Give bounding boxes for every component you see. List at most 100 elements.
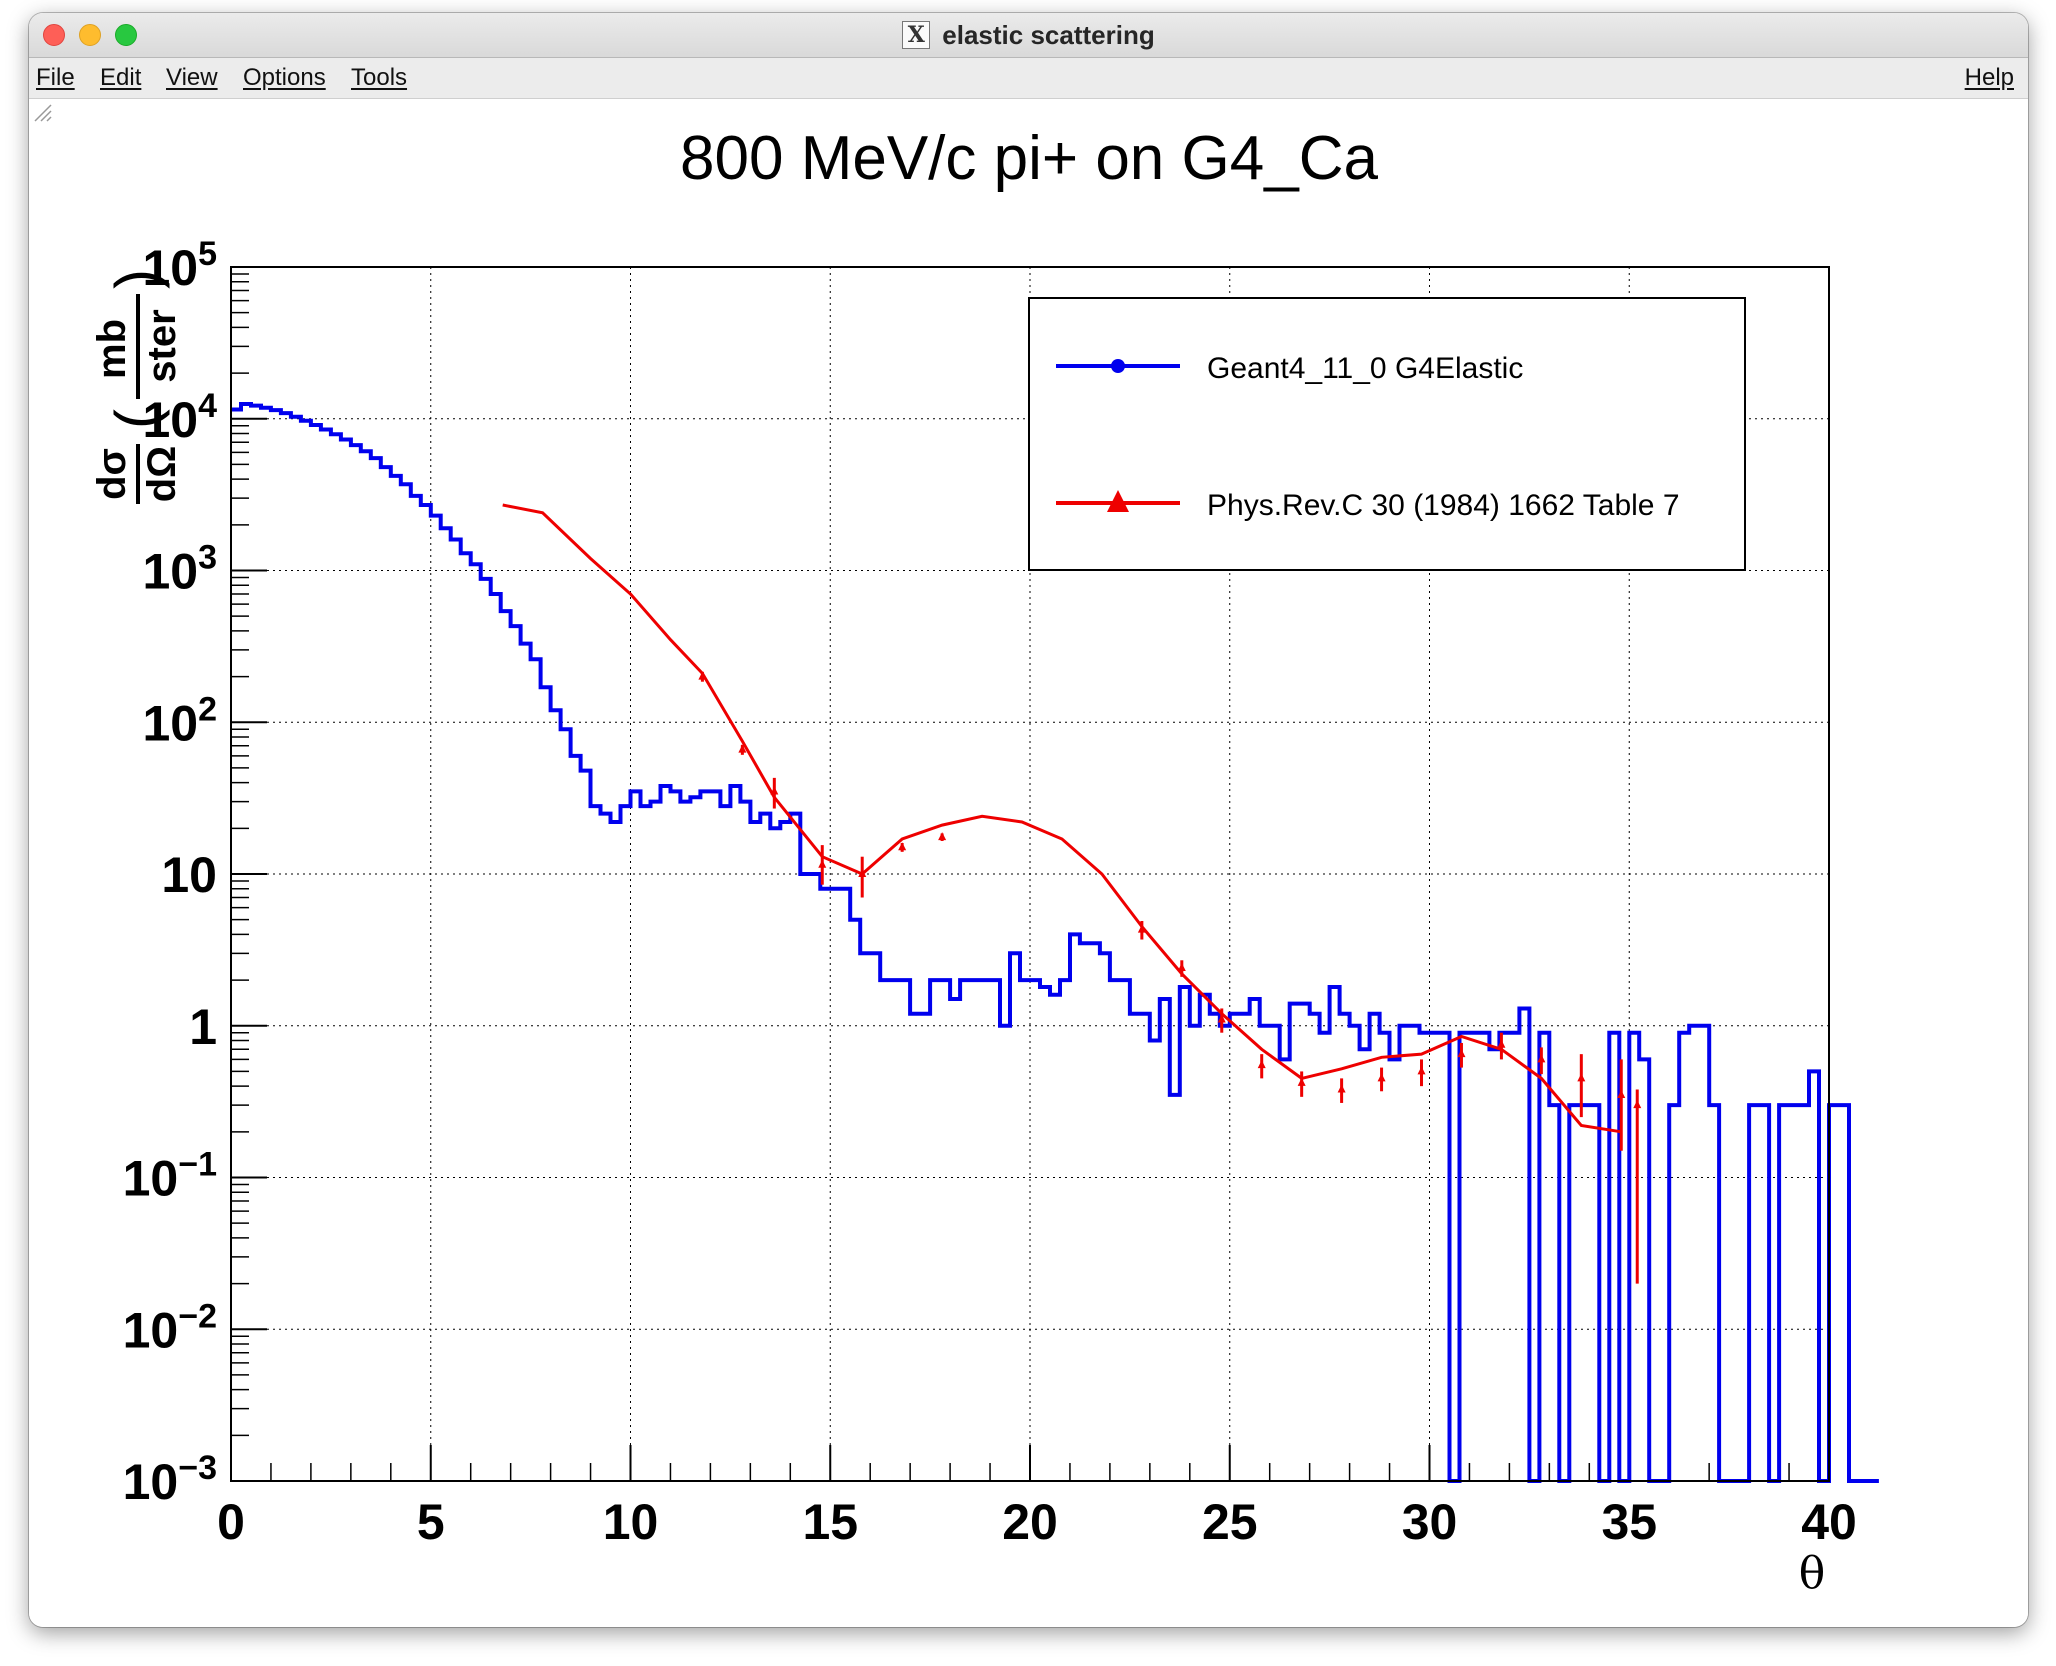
y-title-paren-close: ) (103, 269, 170, 289)
data-marker (1137, 924, 1146, 933)
window-title: elastic scattering (942, 19, 1155, 50)
data-marker (1497, 1039, 1506, 1048)
data-marker (1457, 1049, 1466, 1058)
x-tick-label: 20 (1002, 1494, 1058, 1550)
root-window: X elastic scattering File Edit View Opti… (29, 13, 2028, 1627)
data-marker (1257, 1060, 1266, 1069)
data-point (818, 845, 827, 885)
x-tick-label: 25 (1202, 1494, 1258, 1550)
y-tick-exponent: −3 (178, 1449, 217, 1487)
chart-svg: 0 5 10 15 20 25 30 35 4010−310−210−1110102103104… (90, 124, 1879, 1599)
plot-canvas[interactable]: 0 5 10 15 20 25 30 35 40 10−3 10−2 10−1 1 10 102 103 104… (29, 99, 2028, 1627)
legend-label-data: Phys.Rev.C 30 (1984) 1662 Table 7 (1207, 489, 1680, 522)
data-marker (938, 832, 947, 841)
y-tick-label: 1 (189, 999, 217, 1055)
y-tick-exponent: −1 (178, 1146, 217, 1184)
data-point (1177, 960, 1186, 977)
series-g4-histogram (231, 402, 1879, 1483)
y-axis-title: dσ dΩ ( mb ster ) (90, 269, 184, 504)
data-marker (1537, 1054, 1546, 1063)
data-marker (1417, 1066, 1426, 1075)
plot-frame (230, 266, 1830, 1482)
data-marker (1617, 1089, 1626, 1098)
y-tick-label: 10 (161, 847, 217, 903)
data-point (938, 832, 947, 841)
x-tick-label: 0 (217, 1494, 245, 1550)
menu-options[interactable]: Options (243, 64, 326, 91)
data-marker (1217, 1014, 1226, 1023)
y-tick-exponent: 4 (198, 387, 217, 425)
y-title-numerator-right: mb (90, 319, 134, 379)
menu-view[interactable]: View (166, 64, 218, 91)
y-tick-base: 10 (142, 392, 198, 448)
y-tick-label: 10−1 (123, 1146, 217, 1207)
minimize-window-button[interactable] (79, 24, 101, 46)
series-layer (231, 402, 1879, 1483)
menu-help[interactable]: Help (1964, 64, 2014, 91)
y-tick-label: 104 (142, 387, 217, 448)
y-title-numerator-left: dσ (90, 448, 134, 500)
legend-marker-g4 (1111, 359, 1125, 373)
chart-title: 800 MeV/c pi+ on G4_Ca (680, 124, 1378, 193)
data-point (1633, 1089, 1642, 1284)
data-point (1617, 1059, 1626, 1151)
legend-box (1028, 297, 1746, 571)
legend-marker-data (1107, 490, 1129, 512)
y-title-denominator-right: ster (140, 309, 184, 382)
y-tick-exponent: 3 (198, 539, 217, 577)
data-marker (738, 744, 747, 753)
data-point (1577, 1054, 1586, 1118)
y-tick-base: 10 (142, 544, 198, 600)
data-marker (1177, 963, 1186, 972)
data-marker (770, 786, 779, 795)
data-marker (1633, 1100, 1642, 1109)
legend: Geant4_11_0 G4Elastic Phys.Rev.C 30 (198… (1028, 297, 1746, 571)
axis-labels: 0 5 10 15 20 25 30 35 4010−310−210−1110102103104… (123, 235, 1857, 1550)
resize-grip-icon[interactable] (29, 99, 53, 123)
x-tick-label: 35 (1601, 1494, 1657, 1550)
y-tick-base: 10 (123, 1302, 179, 1358)
data-point (1537, 1047, 1546, 1075)
menu-bar: File Edit View Options Tools Help (29, 58, 2028, 99)
y-tick-label: 10−2 (123, 1297, 217, 1358)
x-tick-label: 10 (603, 1494, 659, 1550)
x-tick-label: 15 (802, 1494, 858, 1550)
data-marker (1297, 1077, 1306, 1086)
data-marker (898, 842, 907, 851)
x-tick-label: 40 (1801, 1494, 1857, 1550)
y-tick-base: 1 (189, 999, 217, 1055)
maximize-window-button[interactable] (115, 24, 137, 46)
menu-tools[interactable]: Tools (351, 64, 408, 91)
close-window-button[interactable] (43, 24, 65, 46)
data-marker (818, 859, 827, 868)
y-tick-base: 10 (142, 695, 198, 751)
data-point (1417, 1059, 1426, 1087)
data-point (770, 777, 779, 809)
window-title-area: X elastic scattering (29, 13, 2028, 57)
series-data-curve (502, 503, 1622, 1134)
data-point (698, 671, 707, 682)
data-point (1137, 921, 1146, 940)
data-marker (858, 869, 867, 877)
menu-file[interactable]: File (36, 64, 75, 91)
title-bar[interactable]: X elastic scattering (29, 13, 2028, 58)
data-point (858, 856, 867, 898)
y-tick-exponent: 5 (198, 235, 217, 273)
data-point (898, 842, 907, 852)
x-tick-label: 5 (417, 1494, 445, 1550)
data-point (1337, 1078, 1346, 1103)
y-title-paren-open: ( (103, 409, 170, 429)
data-marker (1377, 1073, 1386, 1082)
y-tick-label: 105 (142, 235, 217, 296)
y-tick-label: 10−3 (123, 1449, 217, 1510)
x-axis-title: θ (1799, 1548, 1826, 1599)
menu-edit[interactable]: Edit (100, 64, 142, 91)
legend-label-g4: Geant4_11_0 G4Elastic (1207, 352, 1523, 385)
y-tick-label: 103 (142, 539, 217, 600)
data-marker (698, 671, 707, 680)
data-point (1297, 1071, 1306, 1097)
y-tick-exponent: −2 (178, 1297, 217, 1335)
y-tick-exponent: 2 (198, 690, 217, 728)
y-tick-base: 10 (161, 847, 217, 903)
data-point (1377, 1067, 1386, 1092)
